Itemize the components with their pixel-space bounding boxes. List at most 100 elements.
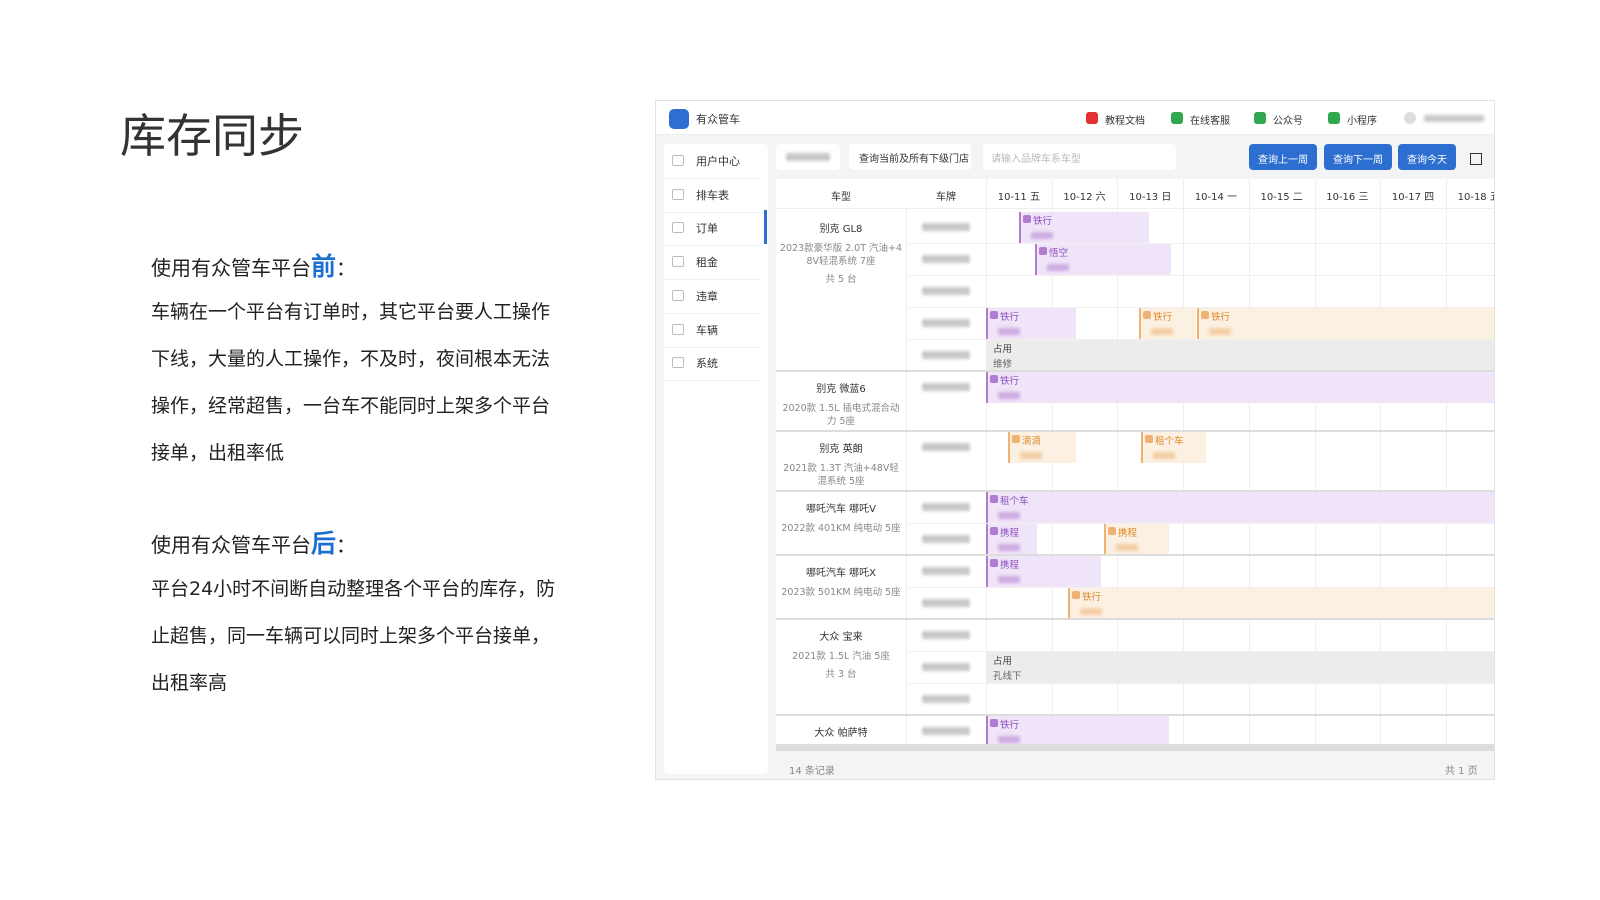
column-line (1248, 179, 1250, 751)
blurred-text (998, 512, 1020, 519)
vehicle-count: 共 5 台 (825, 274, 857, 285)
vehicle-desc: 力 5座 (826, 416, 856, 427)
menu-item[interactable]: 用户中心 (696, 155, 740, 168)
top-link[interactable]: 公众号 (1273, 116, 1303, 127)
paragraph-line: 下线，大量的人工操作，不及时，夜间根本无法 (151, 348, 551, 370)
booking-platform: 占用 (993, 344, 1013, 355)
booking[interactable]: 占用 维修 (986, 340, 1494, 371)
blurred-text (922, 443, 970, 451)
group-line (776, 714, 1494, 716)
booking[interactable]: 铁行 (1197, 308, 1494, 339)
blurred-text (998, 328, 1020, 335)
store-scope[interactable]: 查询当前及所有下级门店 (849, 144, 971, 170)
blurred-text (922, 727, 970, 735)
platform-icon (1039, 247, 1047, 255)
booking-platform: 租个车 (1000, 496, 1029, 507)
week-button[interactable]: 查询下一周 (1324, 144, 1392, 170)
booking[interactable]: 铁行 (986, 716, 1169, 747)
vehicle-desc: 2023款 501KM 纯电动 5座 (781, 587, 901, 598)
link-icon (1254, 112, 1266, 124)
booking[interactable]: 滴滴 (1008, 432, 1076, 463)
search-input[interactable]: 请输入品牌车系车型 (983, 144, 1176, 170)
paragraph-line: 出租率高 (151, 672, 228, 694)
booking-platform: 铁行 (1211, 312, 1231, 323)
platform-icon (990, 495, 998, 503)
platform-icon (990, 375, 998, 383)
blurred-text (998, 544, 1020, 551)
blurred-text (1080, 608, 1102, 615)
blurred-text (922, 351, 970, 359)
booking[interactable]: 携程 (986, 556, 1101, 587)
blurred-text (1209, 328, 1231, 335)
booking[interactable]: 租个车 (986, 492, 1494, 523)
group-line (776, 430, 1494, 432)
heading-emphasis: 前 (311, 252, 337, 281)
platform-icon (1108, 527, 1116, 535)
booking[interactable]: 携程 (986, 524, 1037, 555)
week-button[interactable]: 查询上一周 (1249, 144, 1317, 170)
schedule-table: 车型 车牌 10-11 五 10-12 六 10-13 日 10-14 一 10-15 二 1… (776, 179, 1494, 751)
link-icon (1171, 112, 1183, 124)
menu-item[interactable]: 排车表 (696, 188, 729, 202)
scrollbar (776, 744, 1494, 751)
platform-icon (1201, 311, 1209, 319)
paragraph-line: 平台24小时不间断自动整理各个平台的库存，防 (151, 578, 556, 600)
booking[interactable]: 铁行 (986, 372, 1494, 403)
booking[interactable]: 铁行 (1019, 212, 1149, 243)
booking[interactable]: 铁行 (1068, 588, 1494, 619)
date-header: 10-16 三 (1326, 192, 1369, 203)
menu-item[interactable]: 订单 (696, 222, 718, 236)
app-name: 有众管车 (696, 113, 740, 126)
platform-icon (1023, 215, 1031, 223)
menu-divider (664, 279, 760, 281)
column-line (906, 209, 907, 751)
booking-platform: 铁行 (1000, 312, 1020, 323)
menu-item[interactable]: 系统 (696, 357, 718, 371)
paragraph-line: 车辆在一个平台有订单时，其它平台要人工操作 (151, 301, 551, 323)
menu-divider (664, 380, 760, 382)
vehicle-desc: 2021款 1.3T 汽油+48V轻 (783, 463, 899, 474)
header-row (776, 179, 1494, 209)
menu-item[interactable]: 租金 (696, 256, 718, 270)
week-button[interactable]: 查询今天 (1398, 144, 1456, 170)
vehicle-desc: 2020款 1.5L 插电式混合动 (782, 403, 900, 414)
slide-title: 库存同步 (120, 109, 304, 163)
column-line (1380, 179, 1382, 751)
vehicle-model: 哪吒汽车 哪吒X (805, 568, 877, 579)
menu-divider (664, 245, 760, 247)
menu-icon (672, 357, 684, 369)
top-link[interactable]: 教程文档 (1105, 116, 1145, 127)
section-heading: 使用有众管车平台前： (151, 247, 356, 283)
menu-icon (672, 222, 684, 234)
row-line (906, 683, 1494, 684)
avatar (1404, 112, 1416, 124)
group-line (776, 370, 1494, 372)
booking[interactable]: 租个车 (1141, 432, 1206, 463)
row-line (906, 275, 1494, 276)
vehicle-model: 哪吒汽车 哪吒V (805, 504, 877, 515)
vehicle-model: 别克 微蓝6 (816, 384, 866, 395)
booking[interactable]: 铁行 (986, 308, 1076, 339)
paragraph-line: 接单，出租率低 (151, 442, 285, 464)
date-header: 10-11 五 (997, 192, 1040, 203)
blurred-text (922, 567, 970, 575)
top-link[interactable]: 小程序 (1347, 116, 1377, 127)
vehicle-desc: 8V轻混系统 7座 (806, 256, 876, 267)
blurred-text (1031, 232, 1053, 239)
fullscreen-icon[interactable] (1470, 153, 1482, 165)
top-link[interactable]: 在线客服 (1190, 116, 1230, 127)
vehicle-model: 大众 帕萨特 (814, 728, 868, 739)
booking[interactable]: 铁行 (1139, 308, 1196, 339)
menu-divider (664, 312, 760, 314)
menu-item[interactable]: 违章 (696, 289, 718, 303)
blurred-text (922, 695, 970, 703)
booking[interactable]: 携程 (1104, 524, 1169, 555)
booking[interactable]: 占用 孔线下 (986, 652, 1494, 683)
vehicle-desc: 2023款豪华版 2.0T 汽油+4 (779, 243, 903, 254)
blurred-text (922, 503, 970, 511)
menu-item[interactable]: 车辆 (696, 323, 718, 337)
platform-icon (990, 559, 998, 567)
app-screenshot: 有众管车 教程文档 在线客服 公众号 小程序用户中心排车表订单租金违章车辆系统 查询当前及… (655, 100, 1495, 780)
column-line (1183, 179, 1185, 751)
booking[interactable]: 悟空 (1035, 244, 1171, 275)
